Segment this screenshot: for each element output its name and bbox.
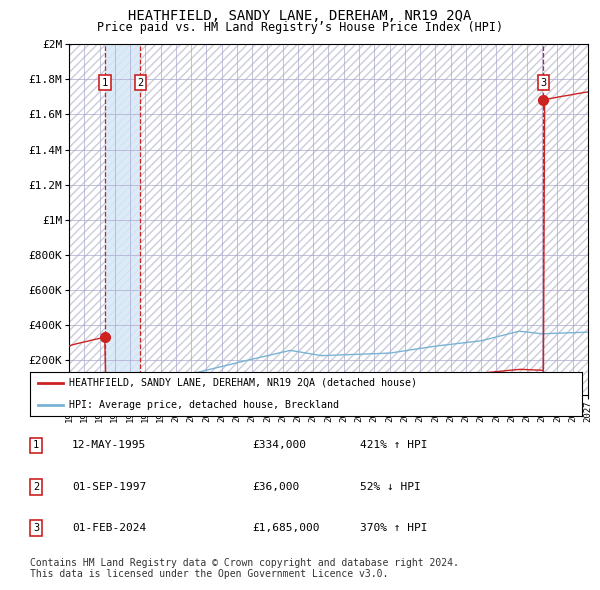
- Text: £36,000: £36,000: [252, 482, 299, 491]
- Bar: [105, 44, 140, 395]
- Text: HEATHFIELD, SANDY LANE, DEREHAM, NR19 2QA (detached house): HEATHFIELD, SANDY LANE, DEREHAM, NR19 2Q…: [68, 378, 416, 388]
- Text: 2: 2: [33, 482, 39, 491]
- Text: Price paid vs. HM Land Registry’s House Price Index (HPI): Price paid vs. HM Land Registry’s House …: [97, 21, 503, 34]
- Text: 3: 3: [33, 523, 39, 533]
- Text: £1,685,000: £1,685,000: [252, 523, 320, 533]
- Text: 52% ↓ HPI: 52% ↓ HPI: [360, 482, 421, 491]
- Text: 12-MAY-1995: 12-MAY-1995: [72, 441, 146, 450]
- Text: 2: 2: [137, 78, 143, 88]
- Text: Contains HM Land Registry data © Crown copyright and database right 2024.
This d: Contains HM Land Registry data © Crown c…: [30, 558, 459, 579]
- Text: 421% ↑ HPI: 421% ↑ HPI: [360, 441, 427, 450]
- Text: 3: 3: [541, 78, 547, 88]
- Text: HEATHFIELD, SANDY LANE, DEREHAM, NR19 2QA: HEATHFIELD, SANDY LANE, DEREHAM, NR19 2Q…: [128, 9, 472, 23]
- Text: 01-SEP-1997: 01-SEP-1997: [72, 482, 146, 491]
- Text: 01-FEB-2024: 01-FEB-2024: [72, 523, 146, 533]
- Text: 1: 1: [33, 441, 39, 450]
- Text: £334,000: £334,000: [252, 441, 306, 450]
- Text: 1: 1: [102, 78, 109, 88]
- Text: HPI: Average price, detached house, Breckland: HPI: Average price, detached house, Brec…: [68, 400, 338, 410]
- Text: 370% ↑ HPI: 370% ↑ HPI: [360, 523, 427, 533]
